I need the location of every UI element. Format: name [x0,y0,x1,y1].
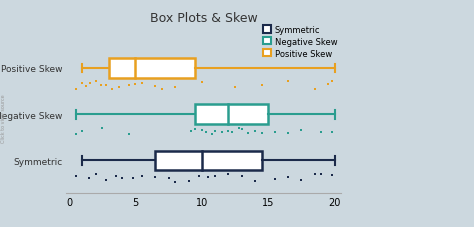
Point [187,130,195,133]
Point [298,178,305,182]
Point [99,126,106,130]
Point [79,130,86,133]
Point [118,177,126,180]
Title: Box Plots & Skew: Box Plots & Skew [150,12,258,25]
Point [79,81,86,85]
Point [211,174,219,178]
Point [82,84,90,88]
Point [225,172,232,176]
Point [328,173,336,177]
Point [85,177,93,180]
Point [185,179,192,183]
Point [202,130,210,134]
Point [152,176,159,179]
Point [191,128,199,131]
Point [152,85,159,89]
Point [138,81,146,85]
Point [165,177,173,180]
Bar [195,105,268,124]
Point [97,84,105,87]
Point [116,86,123,89]
Point [284,175,292,179]
Point [72,174,80,178]
Bar [155,151,262,170]
Point [311,88,319,91]
Point [198,128,206,132]
Point [209,132,216,136]
Point [271,130,279,134]
Point [72,87,80,91]
Point [245,131,252,135]
Point [72,132,80,136]
Point [328,80,336,84]
Point [231,86,239,90]
Point [258,132,265,135]
Point [238,128,246,131]
Point [125,84,133,88]
Point [251,180,259,183]
Point [198,81,206,84]
Point [211,130,219,134]
Point [125,133,133,137]
Point [205,176,212,179]
Point [218,131,226,135]
Text: Click to view source: Click to view source [1,94,6,142]
Point [225,130,232,134]
Point [238,174,246,178]
Point [271,178,279,181]
Point [235,127,243,131]
Point [284,131,292,135]
Point [318,172,325,176]
Point [228,131,236,135]
Bar [109,59,195,78]
Point [108,87,115,91]
Point [112,174,119,178]
Point [298,129,305,132]
Point [132,82,139,86]
Legend: Symmetric, Negative Skew, Positive Skew: Symmetric, Negative Skew, Positive Skew [261,23,340,61]
Point [102,84,110,87]
Point [172,86,179,89]
Point [138,175,146,178]
Point [258,84,265,88]
Point [102,179,110,182]
Point [129,177,137,180]
Point [284,80,292,84]
Point [92,80,100,84]
Point [92,173,100,176]
Point [311,172,319,176]
Point [158,87,166,91]
Point [195,174,203,178]
Point [328,130,336,134]
Point [251,129,259,133]
Point [172,180,179,184]
Point [86,82,94,86]
Point [318,131,325,135]
Point [324,83,332,87]
